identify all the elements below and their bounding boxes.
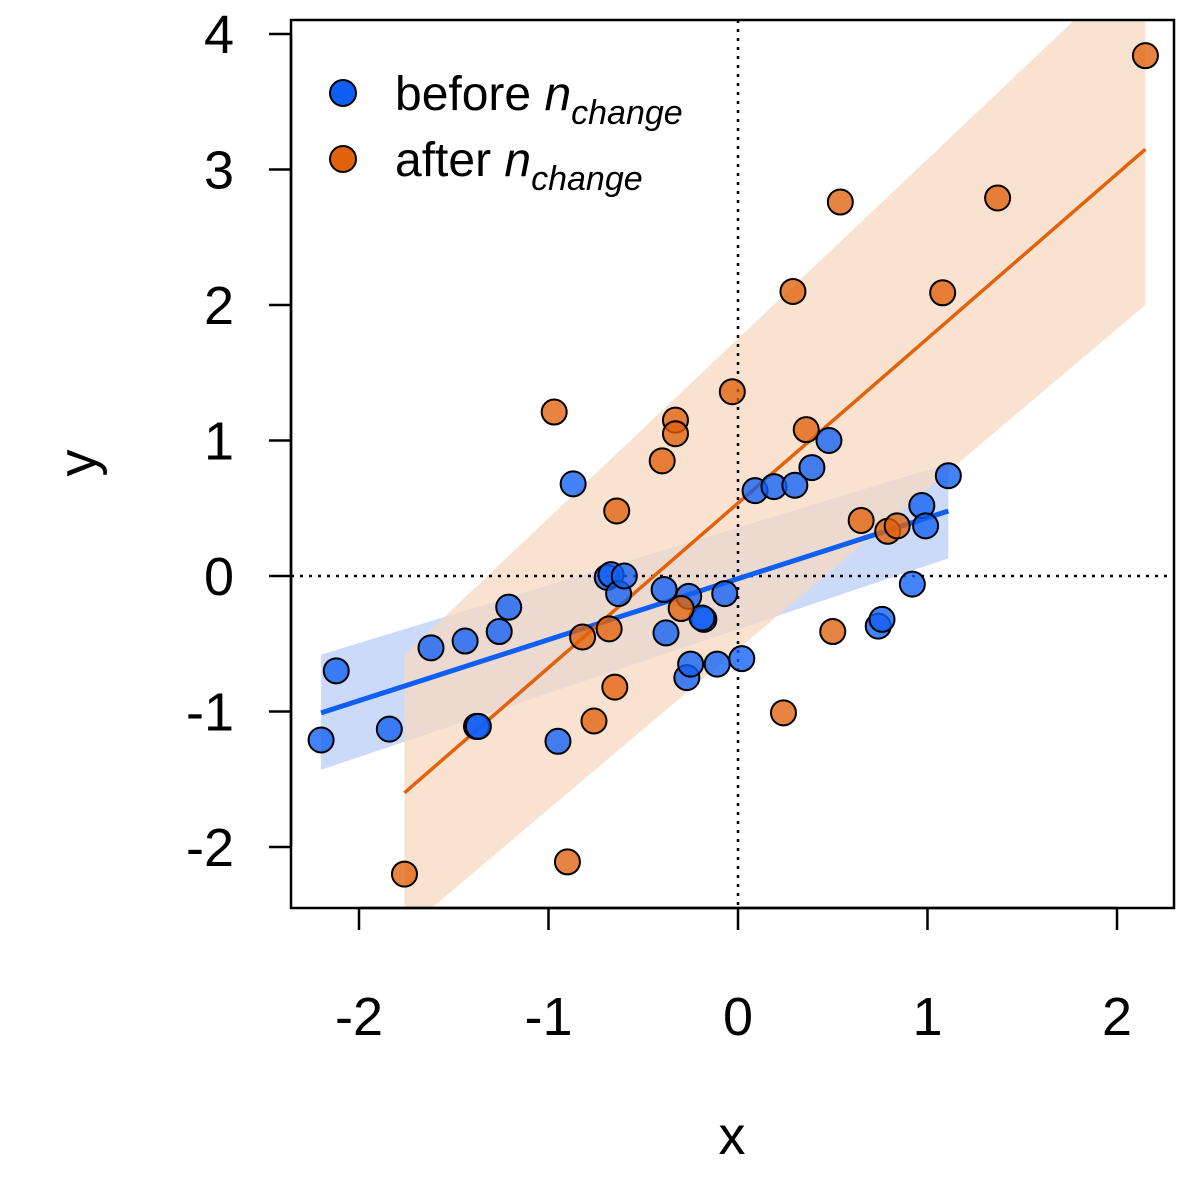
point-s0-8 [495, 593, 523, 621]
fit-line-0 [320, 508, 950, 716]
point-s0-1 [322, 657, 350, 685]
point-s1-2 [553, 848, 581, 876]
x-tick-label-3: 1 [912, 987, 942, 1047]
point-s1-22 [984, 184, 1012, 212]
point-s0-16 [652, 619, 680, 647]
y-axis-title: y [48, 450, 108, 477]
point-s0-15 [650, 576, 678, 604]
y-tick-label-1: -1 [186, 683, 234, 743]
fit-lines [320, 147, 1147, 795]
point-s1-12 [718, 378, 746, 406]
point-s0-31 [868, 605, 896, 633]
point-s1-16 [819, 618, 847, 646]
legend-marker-0 [329, 79, 357, 107]
point-s0-22 [703, 650, 731, 678]
reference-lines [291, 20, 1174, 908]
y-axis: -2 -1 0 1 2 3 4 [186, 5, 293, 878]
x-tick-label-1: -1 [524, 987, 572, 1047]
point-s0-4 [451, 627, 479, 655]
point-s1-20 [883, 512, 911, 540]
legend-label-0: before nchange [395, 68, 683, 132]
point-s0-35 [934, 462, 962, 490]
y-tick-label-3: 1 [204, 412, 234, 472]
point-s0-7 [485, 618, 513, 646]
point-s1-0 [390, 860, 418, 888]
data-points [307, 42, 1159, 888]
point-s1-1 [540, 398, 568, 426]
point-s1-21 [929, 279, 957, 307]
point-s1-13 [769, 699, 797, 727]
point-s1-14 [779, 277, 807, 305]
y-tick-label-0: -2 [186, 818, 234, 878]
fit-line-1 [403, 147, 1147, 795]
point-s0-10 [559, 470, 587, 498]
point-s0-2 [375, 715, 403, 743]
legend-label-1: after nchange [395, 134, 643, 198]
y-tick-label-6: 4 [204, 5, 234, 65]
point-s0-9 [544, 727, 572, 755]
point-s1-17 [826, 188, 854, 216]
point-s1-23 [1131, 42, 1159, 70]
point-s0-28 [798, 454, 826, 482]
point-s1-11 [667, 595, 695, 623]
point-s0-27 [781, 471, 809, 499]
confidence-band-1 [404, 20, 1146, 908]
point-s1-15 [792, 416, 820, 444]
point-s0-29 [815, 427, 843, 454]
point-s0-3 [417, 634, 445, 662]
point-s0-23 [711, 580, 739, 608]
x-axis-title: x [719, 1106, 746, 1166]
y-tick-label-5: 3 [204, 141, 234, 201]
point-s0-6 [464, 712, 492, 740]
point-s1-10 [661, 420, 689, 448]
point-s0-19 [677, 650, 705, 678]
point-s0-14 [610, 562, 638, 590]
point-s0-0 [307, 726, 335, 754]
confidence-bands [321, 20, 1146, 908]
point-s1-8 [648, 447, 676, 475]
x-tick-label-2: 0 [723, 987, 753, 1047]
y-tick-label-2: 0 [204, 547, 234, 607]
point-s1-3 [569, 623, 597, 651]
point-s1-4 [580, 707, 608, 735]
point-s1-18 [847, 506, 875, 534]
x-axis: -2 -1 0 1 2 [335, 906, 1132, 1047]
x-tick-label-4: 2 [1102, 987, 1132, 1047]
x-tick-label-0: -2 [335, 987, 383, 1047]
point-s1-6 [601, 673, 629, 701]
point-s1-7 [603, 497, 631, 525]
point-s1-5 [595, 615, 623, 643]
legend-marker-1 [329, 145, 357, 173]
point-s0-32 [898, 570, 926, 598]
point-s0-34 [912, 512, 940, 540]
point-s0-24 [728, 645, 756, 673]
y-tick-label-4: 2 [204, 276, 234, 336]
